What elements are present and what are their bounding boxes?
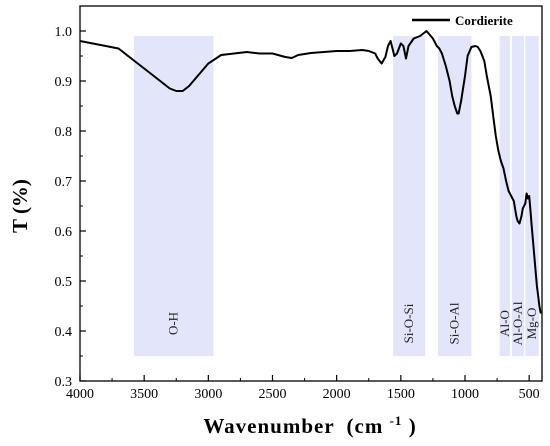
band-label-2: Si-O-Al	[447, 302, 462, 344]
legend-label-cordierite: Cordierite	[455, 13, 513, 28]
x-tick-label-4: 2000	[323, 387, 351, 402]
x-tick-label-3: 2500	[259, 387, 287, 402]
legend: Cordierite	[412, 13, 513, 28]
y-tick-label-4: 0.7	[55, 175, 73, 190]
band-0	[133, 36, 214, 356]
y-tick-label-5: 0.8	[55, 125, 73, 140]
band-regions	[133, 36, 539, 356]
band-label-0: O-H	[166, 312, 181, 335]
band-label-1: Si-O-Si	[401, 303, 416, 343]
y-axis-title: T (%)	[8, 179, 32, 233]
band-4	[511, 36, 525, 356]
x-axis-title-unit: (cm	[347, 414, 384, 438]
x-tick-label-0: 4000	[66, 387, 94, 402]
band-label-5: Mg-O	[524, 308, 539, 340]
x-axis-ticks: 4000 3500 3000 2500 2000 1500 1000 500	[66, 375, 540, 402]
band-labels: O-H Si-O-Si Si-O-Al Al-OAl-O-Al Mg-O	[166, 301, 539, 345]
band-3	[499, 36, 510, 356]
x-tick-label-6: 1000	[451, 387, 479, 402]
x-axis-title: Wavenumber (cm -1 )	[203, 406, 416, 438]
x-axis-title-unit-close: )	[409, 414, 417, 438]
x-tick-label-5: 1500	[387, 387, 415, 402]
band-label-3: Al-O	[497, 310, 512, 337]
x-tick-label-7: 500	[519, 387, 540, 402]
x-tick-label-1: 3500	[130, 387, 158, 402]
y-tick-label-0: 0.3	[55, 375, 73, 390]
y-tick-label-1: 0.4	[55, 325, 73, 340]
band-1	[393, 36, 426, 356]
y-axis-ticks: 0.3 0.4 0.5 0.6 0.7 0.8 0.9 1.0	[55, 5, 86, 390]
y-tick-label-3: 0.6	[55, 225, 73, 240]
x-axis-title-main: Wavenumber	[203, 414, 334, 438]
y-tick-label-2: 0.5	[55, 275, 73, 290]
y-tick-label-7: 1.0	[55, 25, 73, 40]
band-2	[438, 36, 472, 356]
plot-frame	[79, 5, 543, 382]
band-label-4: Al-O-Al	[510, 301, 525, 345]
x-tick-label-2: 3000	[194, 387, 222, 402]
x-axis-title-unit-sup: -1	[390, 413, 403, 428]
y-tick-label-6: 0.9	[55, 75, 73, 90]
series-line-cordierite	[79, 30, 542, 314]
